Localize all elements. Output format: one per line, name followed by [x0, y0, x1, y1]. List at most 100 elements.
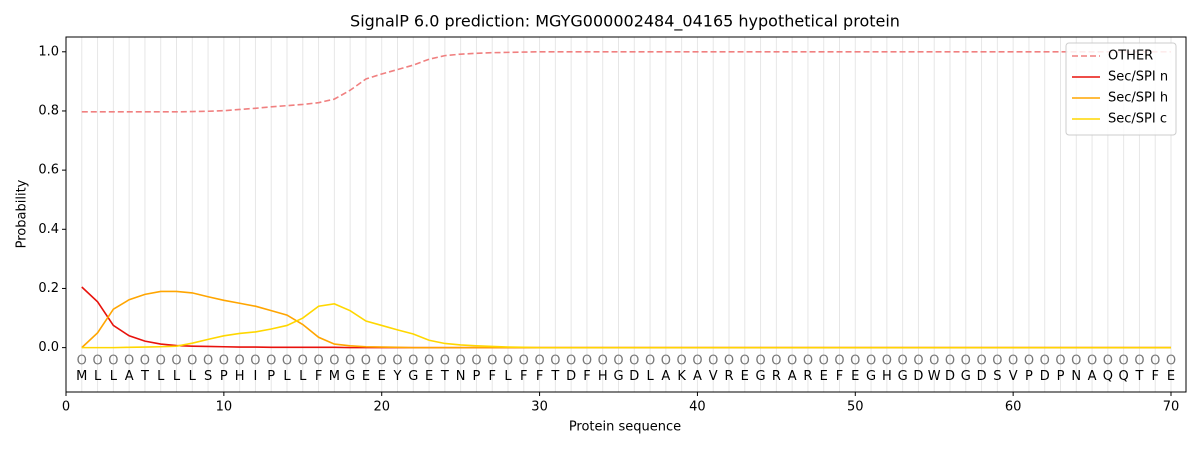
residue: G — [866, 369, 876, 384]
legend: OTHER Sec/SPI n Sec/SPI h Sec/SPI c — [1065, 42, 1177, 136]
residue: M — [329, 369, 340, 384]
predicted-label: O — [787, 353, 797, 368]
residue: A — [693, 369, 702, 384]
x-axis-label: Protein sequence — [569, 420, 681, 435]
predicted-label: O — [171, 353, 181, 368]
predicted-label: O — [203, 353, 213, 368]
predicted-label: O — [929, 353, 939, 368]
residue: T — [440, 369, 449, 384]
predicted-label: O — [77, 353, 87, 368]
predicted-label: O — [219, 353, 229, 368]
series-line — [81, 50, 1171, 113]
residue: L — [110, 369, 118, 384]
residue: A — [661, 369, 670, 384]
residue: G — [408, 369, 418, 384]
residue: L — [157, 369, 165, 384]
legend-label: Sec/SPI n — [1108, 70, 1168, 85]
residue: P — [473, 369, 481, 384]
residue: M — [76, 369, 87, 384]
predicted-label: O — [566, 353, 576, 368]
legend-label: Sec/SPI c — [1108, 112, 1167, 127]
y-tick-label: 0.2 — [38, 281, 59, 296]
legend-box — [1065, 42, 1177, 136]
residue: G — [961, 369, 971, 384]
predicted-label: O — [503, 353, 513, 368]
residue: Y — [393, 369, 402, 384]
residue: L — [646, 369, 654, 384]
predicted-label: O — [661, 353, 671, 368]
predicted-label: O — [140, 353, 150, 368]
x-tick-label: 30 — [531, 400, 548, 415]
predicted-label: O — [708, 353, 718, 368]
y-tick-label: 0.0 — [38, 340, 59, 355]
residue: E — [851, 369, 859, 384]
x-tick-label: 70 — [1163, 400, 1180, 415]
residue: L — [504, 369, 512, 384]
predicted-label: O — [1040, 353, 1050, 368]
predicted-label: O — [1103, 353, 1113, 368]
predicted-label: O — [1119, 353, 1129, 368]
residue: D — [945, 369, 955, 384]
predicted-label: O — [771, 353, 781, 368]
predicted-label: O — [819, 353, 829, 368]
predicted-label: O — [1087, 353, 1097, 368]
predicted-label: O — [724, 353, 734, 368]
predicted-label: O — [755, 353, 765, 368]
residue: T — [1134, 369, 1143, 384]
residue: E — [425, 369, 433, 384]
residue: R — [803, 369, 812, 384]
residue: F — [1151, 369, 1158, 384]
residue: S — [993, 369, 1001, 384]
residue: N — [456, 369, 466, 384]
predicted-label: O — [298, 353, 308, 368]
predicted-label: O — [645, 353, 655, 368]
predicted-label: O — [408, 353, 418, 368]
predicted-label: O — [882, 353, 892, 368]
predicted-label: O — [677, 353, 687, 368]
residue: H — [235, 369, 245, 384]
predicted-label: O — [1071, 353, 1081, 368]
residue: L — [94, 369, 102, 384]
predicted-label: O — [1024, 353, 1034, 368]
x-tick-label: 20 — [373, 400, 390, 415]
residue: L — [173, 369, 181, 384]
residue: V — [709, 369, 718, 384]
predicted-label: O — [487, 353, 497, 368]
residue: A — [125, 369, 134, 384]
residue: A — [1088, 369, 1097, 384]
predicted-label: O — [850, 353, 860, 368]
x-tick-label: 50 — [847, 400, 864, 415]
residue: E — [378, 369, 386, 384]
predicted-label: O — [898, 353, 908, 368]
predicted-label: O — [92, 353, 102, 368]
legend-label: Sec/SPI h — [1108, 91, 1168, 106]
residue: H — [598, 369, 608, 384]
residue: D — [977, 369, 987, 384]
x-tick-label: 10 — [216, 400, 233, 415]
predicted-label: O — [834, 353, 844, 368]
residue: G — [898, 369, 908, 384]
residue: K — [677, 369, 686, 384]
predicted-label: O — [519, 353, 529, 368]
predicted-label: O — [392, 353, 402, 368]
chart-title: SignalP 6.0 prediction: MGYG000002484_04… — [350, 12, 900, 32]
x-tick-label: 0 — [62, 400, 70, 415]
predicted-label: O — [1008, 353, 1018, 368]
legend-label: OTHER — [1108, 49, 1153, 64]
predicted-label: O — [313, 353, 323, 368]
residue: D — [629, 369, 639, 384]
predicted-label: O — [424, 353, 434, 368]
predicted-label: O — [471, 353, 481, 368]
residue: L — [299, 369, 307, 384]
predicted-label: O — [377, 353, 387, 368]
predicted-label: O — [945, 353, 955, 368]
predicted-label: O — [266, 353, 276, 368]
residue: A — [788, 369, 797, 384]
residue: Q — [1103, 369, 1113, 384]
predicted-label: O — [1166, 353, 1176, 368]
predicted-label: O — [187, 353, 197, 368]
predicted-label: O — [803, 353, 813, 368]
residue: V — [1009, 369, 1018, 384]
predicted-label: O — [598, 353, 608, 368]
predicted-label: O — [345, 353, 355, 368]
